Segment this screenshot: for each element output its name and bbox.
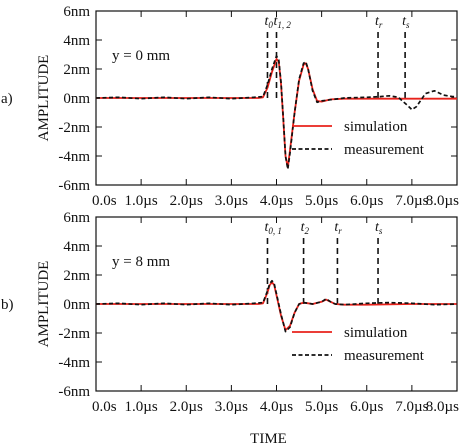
- x-tick-label: 0.0s: [92, 399, 117, 415]
- panel-label: a): [1, 91, 13, 107]
- x-tick-label: 6.0µs: [350, 193, 383, 209]
- y-tick-label: -2nm: [58, 120, 90, 136]
- y-tick-label: -4nm: [58, 355, 90, 371]
- y-tick-label: 0nm: [63, 297, 90, 313]
- y-tick-label: -2nm: [58, 326, 90, 342]
- x-tick-label: 5.0µs: [305, 399, 338, 415]
- marker-label-sub: s: [379, 226, 383, 236]
- marker-label-sub: 0, 1: [268, 226, 282, 236]
- marker-label-sub: 1, 2: [277, 20, 291, 30]
- y-tick-label: 4nm: [63, 33, 90, 49]
- marker-label: t0, 1: [264, 220, 281, 236]
- y-axis-label: AMPLITUDE: [36, 55, 52, 142]
- marker-label-sub: r: [379, 20, 383, 30]
- marker-label-sub: 2: [304, 226, 309, 236]
- marker-label-sub: r: [338, 226, 342, 236]
- marker-label: tr: [375, 14, 383, 30]
- marker-label-sub: 0: [268, 20, 273, 30]
- marker-label-base: t: [402, 14, 407, 29]
- marker-label-base: t: [301, 220, 306, 235]
- legend-label: simulation: [344, 325, 408, 341]
- y-tick-label: 6nm: [63, 4, 90, 20]
- marker-label-base: t: [334, 220, 339, 235]
- marker-label: t2: [301, 220, 310, 236]
- x-tick-label: 7.0µs: [395, 399, 428, 415]
- y-tick-label: -6nm: [58, 384, 90, 400]
- x-tick-label: 1.0µs: [125, 399, 158, 415]
- series-line-measurement: [95, 279, 458, 333]
- y-tick-label: -4nm: [58, 149, 90, 165]
- series-line-simulation: [96, 281, 457, 332]
- x-tick-label: 2.0µs: [170, 193, 203, 209]
- x-tick-label: 8.0µs: [426, 193, 459, 209]
- y-tick-label: 6nm: [63, 210, 90, 226]
- marker-label-base: t: [375, 220, 380, 235]
- marker-label-base: t: [375, 14, 380, 29]
- marker-label: ts: [402, 14, 410, 30]
- panel-annotation: y = 0 mm: [112, 48, 170, 64]
- marker-label-base: t: [264, 14, 269, 29]
- x-tick-label: 4.0µs: [260, 193, 293, 209]
- legend-label: measurement: [344, 348, 425, 364]
- y-tick-label: 4nm: [63, 239, 90, 255]
- x-tick-label: 2.0µs: [170, 399, 203, 415]
- marker-label: t1, 2: [274, 14, 292, 30]
- y-tick-label: -6nm: [58, 178, 90, 194]
- legend-label: simulation: [344, 119, 408, 135]
- y-tick-label: 0nm: [63, 91, 90, 107]
- panel-a: -6nm -4nm -2nm 0nm 2nm 4nm 6nm 0.0s 1.0µs 2.0µs 3.…: [1, 4, 459, 209]
- y-tick-label: 2nm: [63, 268, 90, 284]
- marker-label: tr: [334, 220, 342, 236]
- series-line-measurement: [95, 55, 457, 170]
- x-axis-label: TIME: [250, 431, 287, 445]
- marker-label-base: t: [274, 14, 279, 29]
- panel-b: -6nm -4nm -2nm 0nm 2nm 4nm 6nm 0.0s 1.0µs 2.0µs 3.…: [1, 210, 459, 445]
- marker-label: ts: [375, 220, 383, 236]
- x-tick-label: 3.0µs: [215, 399, 248, 415]
- x-tick-label: 5.0µs: [305, 193, 338, 209]
- x-tick-label: 3.0µs: [215, 193, 248, 209]
- marker-label-base: t: [264, 220, 269, 235]
- x-tick-label: 0.0s: [92, 193, 117, 209]
- marker-label: t0: [264, 14, 273, 30]
- x-tick-label: 1.0µs: [125, 193, 158, 209]
- panel-annotation: y = 8 mm: [112, 254, 170, 270]
- legend-label: measurement: [344, 142, 425, 158]
- marker-label-sub: s: [406, 20, 410, 30]
- panel-label: b): [1, 297, 14, 313]
- x-tick-label: 4.0µs: [260, 399, 293, 415]
- y-axis-label: AMPLITUDE: [36, 261, 52, 348]
- y-tick-label: 2nm: [63, 62, 90, 78]
- x-tick-label: 7.0µs: [395, 193, 428, 209]
- x-tick-label: 8.0µs: [426, 399, 459, 415]
- x-tick-label: 6.0µs: [350, 399, 383, 415]
